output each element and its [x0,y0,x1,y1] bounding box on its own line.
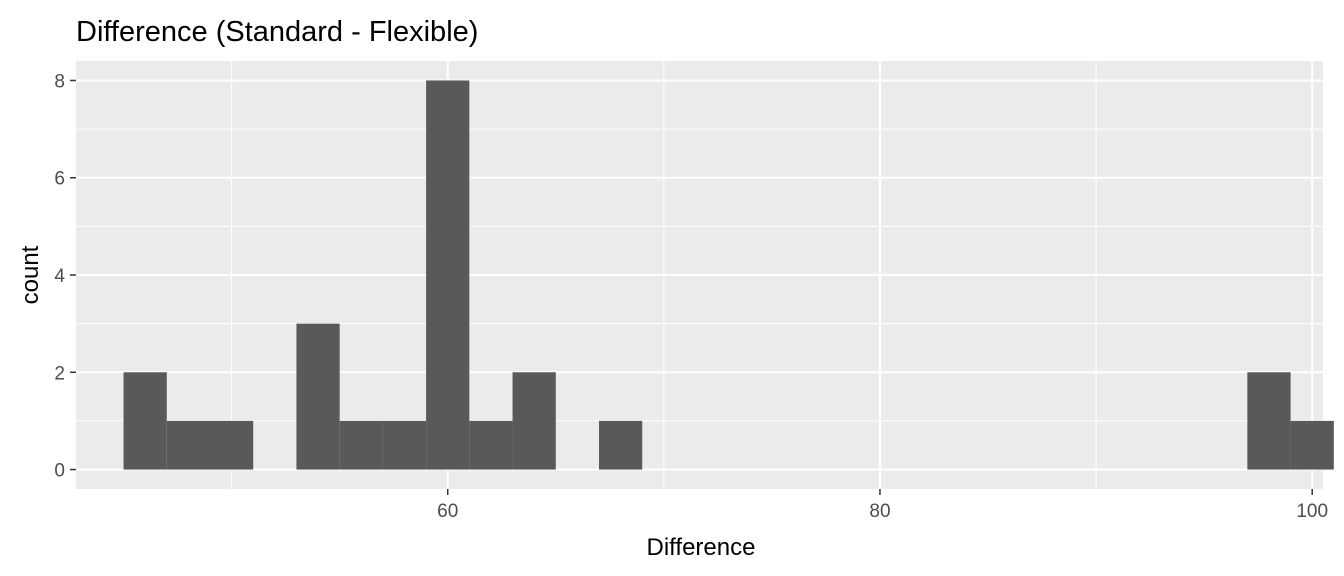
histogram-bar [1290,420,1334,470]
y-tick-label: 6 [54,169,65,190]
y-tick-label: 4 [54,266,65,287]
histogram-bar [512,372,556,470]
histogram-bar [469,420,513,470]
histogram-bar [123,372,167,470]
x-axis: 60 80 100 [437,489,1328,522]
histogram-bar [599,420,643,470]
histogram-bars [123,80,1334,470]
y-axis-title: count [17,245,44,304]
histogram-bar [339,420,383,470]
x-axis-title: Difference [647,534,756,561]
x-tick-label: 100 [1296,501,1328,522]
chart-title: Difference (Standard - Flexible) [76,16,478,48]
histogram-bar [166,420,210,470]
y-tick-label: 0 [54,461,65,482]
histogram-bar [1247,372,1291,470]
histogram-bar [382,420,427,470]
x-tick-label: 80 [869,501,890,522]
x-tick-label: 60 [437,501,458,522]
histogram-bar [296,323,340,470]
y-tick-label: 8 [54,71,65,92]
y-tick-label: 2 [54,363,65,384]
histogram-bar [426,80,470,470]
histogram-bar [209,420,254,470]
y-axis: 0 2 4 6 8 [54,71,76,482]
